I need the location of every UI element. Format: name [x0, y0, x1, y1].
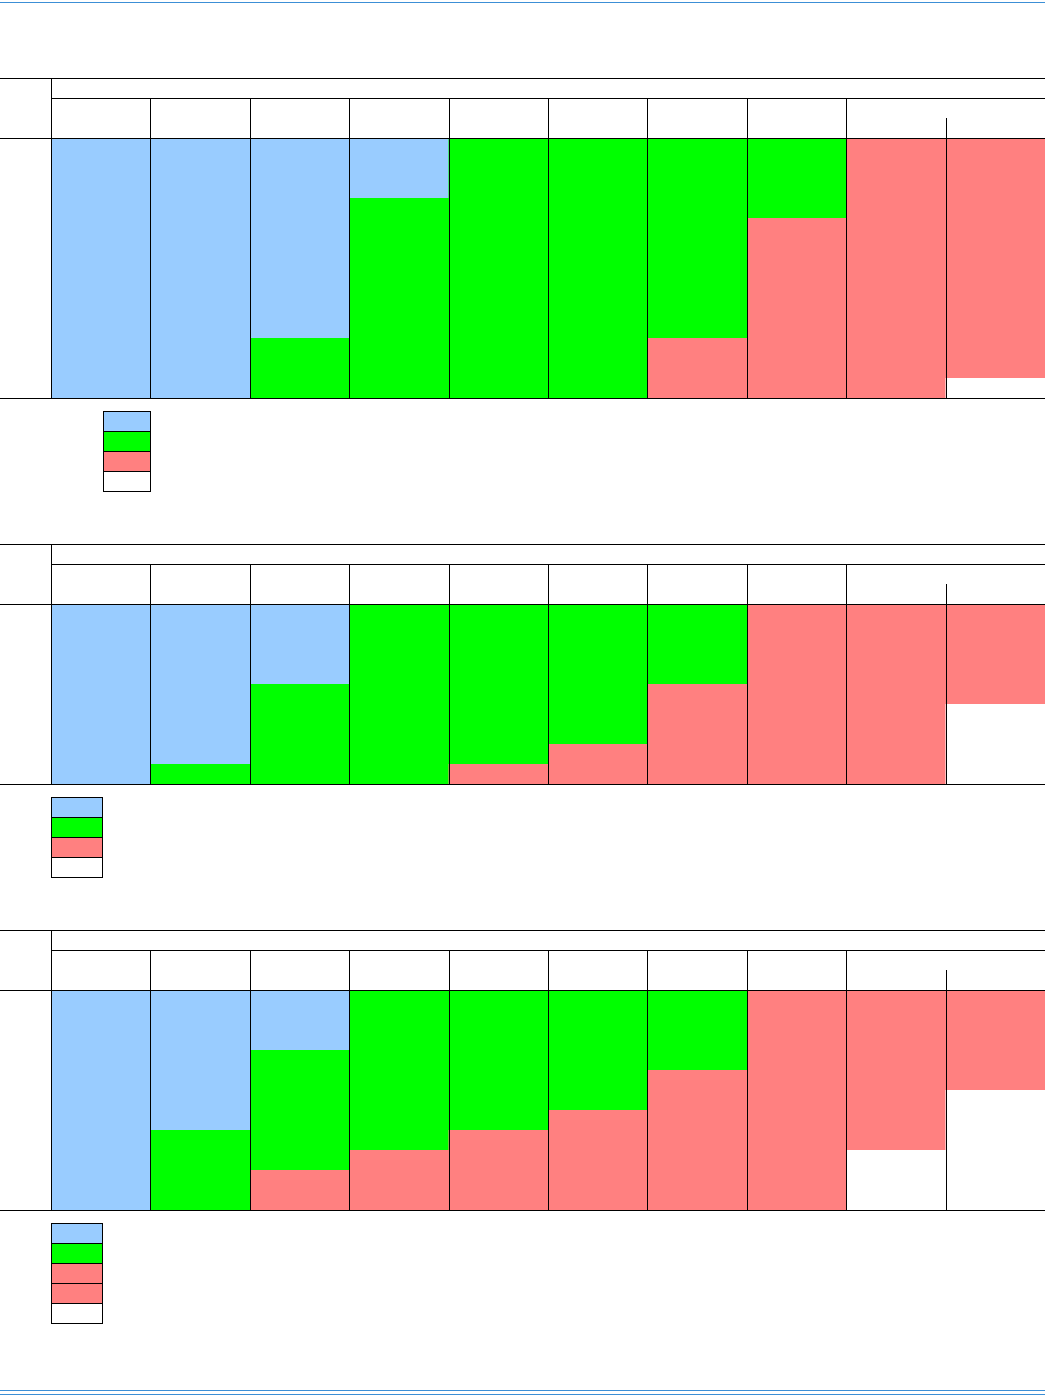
legend-swatch — [103, 431, 151, 452]
cell-segment — [349, 604, 449, 784]
legend-swatch — [51, 1283, 103, 1304]
cell-segment — [746, 218, 847, 398]
cell-segment — [945, 1090, 1045, 1210]
cell-segment — [548, 604, 648, 744]
legend-swatch — [51, 817, 103, 838]
cell-segment — [249, 684, 350, 784]
cell-segment — [150, 990, 250, 1130]
cell-segment — [448, 990, 548, 1130]
cell-segment — [548, 1110, 648, 1210]
cell-segment — [548, 744, 648, 784]
cell-segment — [746, 990, 847, 1210]
cell-segment — [846, 604, 946, 784]
cell-segment — [150, 604, 250, 764]
cell-segment — [647, 338, 747, 398]
cell-segment — [945, 604, 1045, 704]
cell-segment — [647, 684, 747, 784]
cell-segment — [448, 604, 548, 764]
legend-swatch — [103, 411, 151, 432]
cell-segment — [249, 338, 350, 398]
cell-segment — [150, 1130, 250, 1210]
cell-segment — [945, 990, 1045, 1090]
legend-swatch — [51, 1263, 103, 1284]
cell-segment — [647, 1070, 747, 1210]
cell-segment — [349, 990, 449, 1150]
cell-segment — [349, 138, 449, 198]
cell-segment — [150, 764, 250, 784]
cell-segment — [746, 604, 847, 784]
cell-segment — [647, 138, 747, 338]
cell-segment — [548, 138, 648, 398]
legend-swatch — [51, 1303, 103, 1324]
legend-swatch — [103, 471, 151, 492]
legend-swatch — [51, 1243, 103, 1264]
cell-segment — [51, 990, 151, 1210]
cell-segment — [647, 990, 747, 1070]
cell-segment — [945, 138, 1045, 378]
cell-segment — [249, 990, 350, 1050]
cell-segment — [349, 198, 449, 398]
cell-segment — [647, 604, 747, 684]
cell-segment — [249, 1170, 350, 1210]
cell-segment — [249, 604, 350, 684]
cell-segment — [448, 1130, 548, 1210]
legend-swatch — [51, 837, 103, 858]
cell-segment — [945, 704, 1045, 784]
cell-segment — [945, 378, 1045, 398]
cell-segment — [846, 990, 946, 1150]
cell-segment — [548, 990, 648, 1110]
cell-segment — [249, 1050, 350, 1170]
cell-segment — [349, 1150, 449, 1210]
cell-segment — [448, 138, 548, 398]
legend-swatch — [51, 797, 103, 818]
cell-segment — [51, 138, 151, 398]
cell-segment — [746, 138, 847, 218]
cell-segment — [846, 138, 946, 398]
cell-segment — [249, 138, 350, 338]
cell-segment — [846, 1150, 946, 1210]
legend-swatch — [51, 1223, 103, 1244]
cell-segment — [448, 764, 548, 784]
legend-swatch — [51, 857, 103, 878]
cell-segment — [150, 138, 250, 398]
legend-swatch — [103, 451, 151, 472]
cell-segment — [51, 604, 151, 784]
